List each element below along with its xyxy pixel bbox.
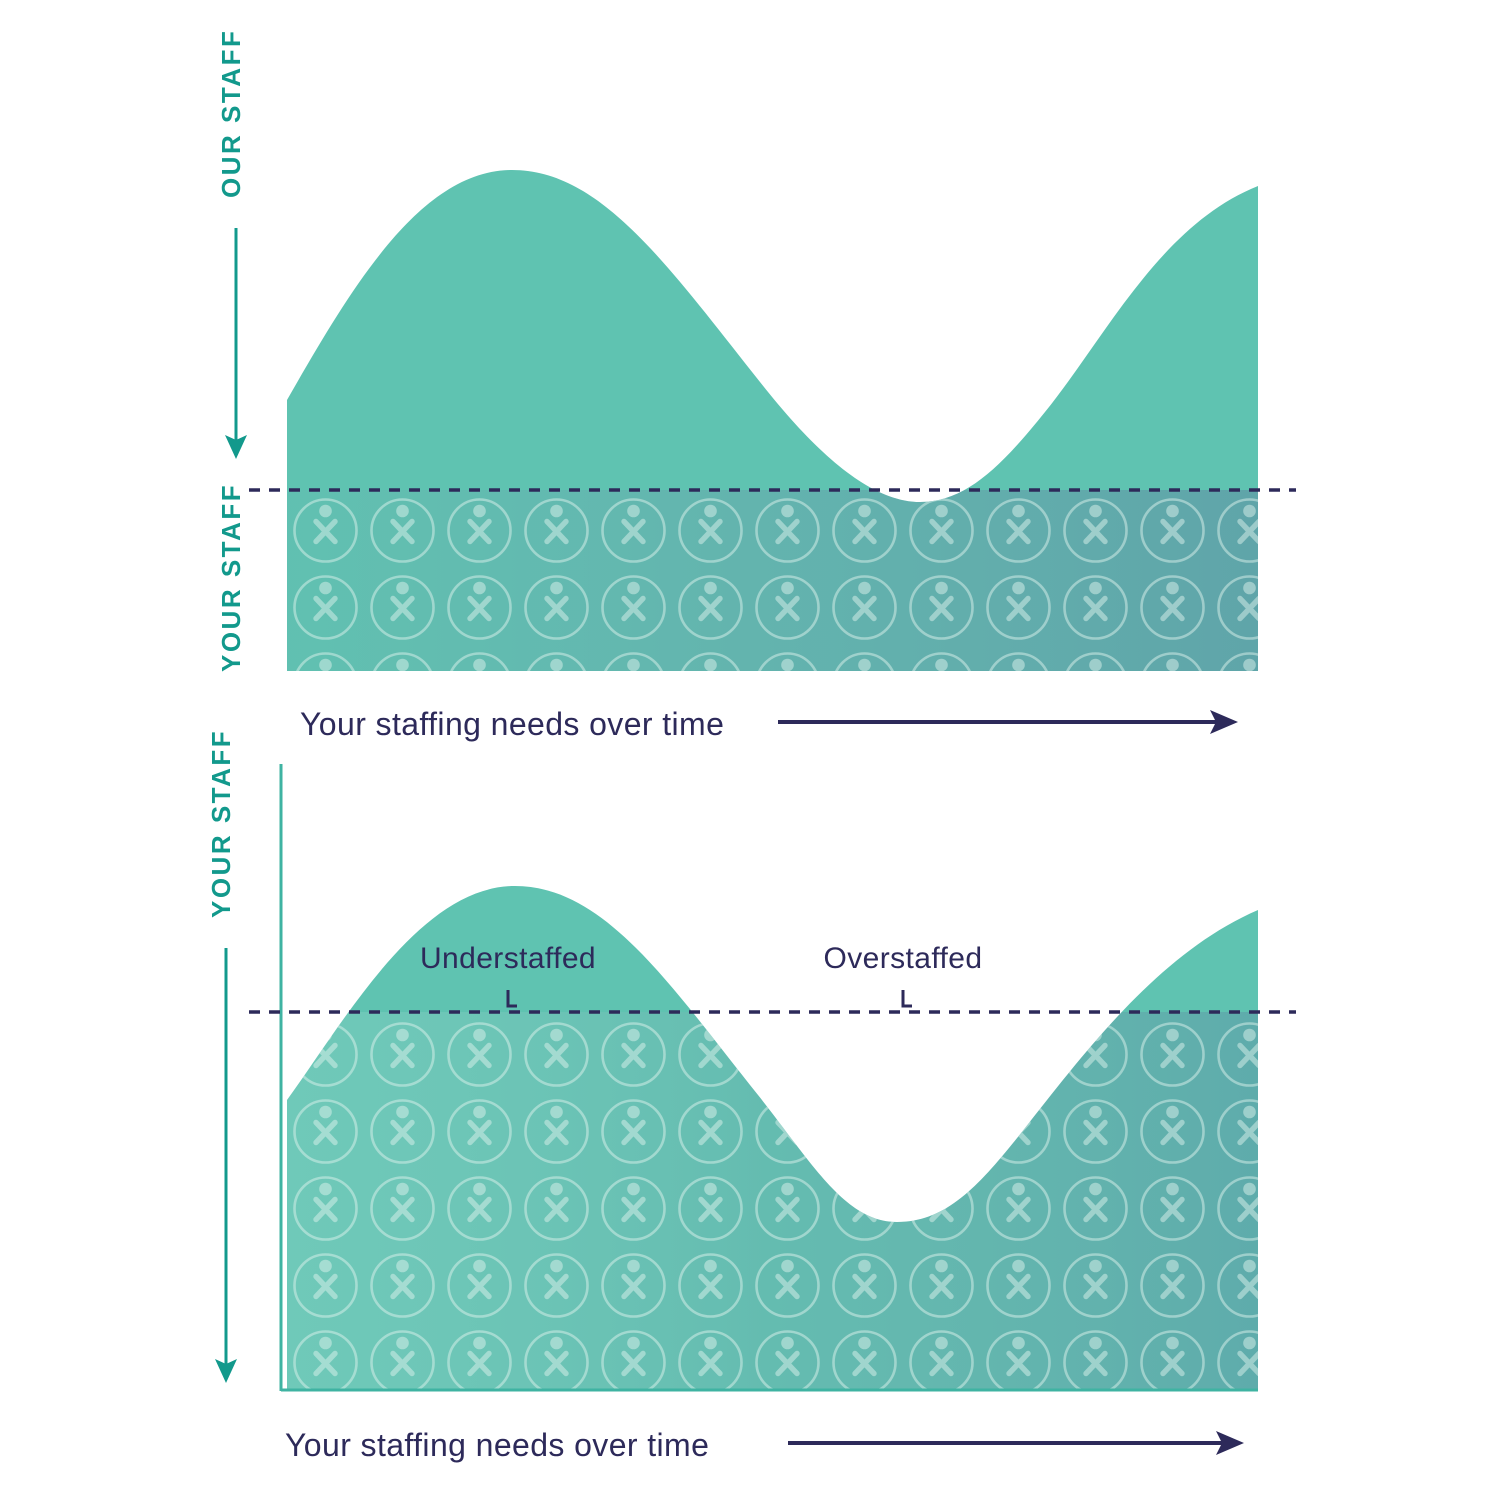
overstaffed-label: Overstaffed (824, 942, 983, 975)
bottom-axis-label: Your staffing needs over time (285, 1427, 709, 1463)
bottom-your-staff-zone (287, 1012, 1258, 1390)
top-axis-label: Your staffing needs over time (300, 706, 724, 742)
bottom-chart: YOUR STAFF Understaffed Overstaffed Your… (206, 729, 1296, 1463)
top-chart: OUR STAFF YOUR STAFF Your staffing needs… (216, 29, 1296, 742)
bottom-your-staff-label: YOUR STAFF (206, 729, 236, 918)
top-your-staff-label: YOUR STAFF (216, 483, 246, 672)
top-our-staff-label: OUR STAFF (216, 29, 246, 198)
understaffed-tick (506, 990, 517, 1008)
top-your-staff-zone (287, 490, 1258, 671)
understaffed-label: Understaffed (420, 942, 596, 975)
overstaffed-tick (901, 990, 912, 1008)
